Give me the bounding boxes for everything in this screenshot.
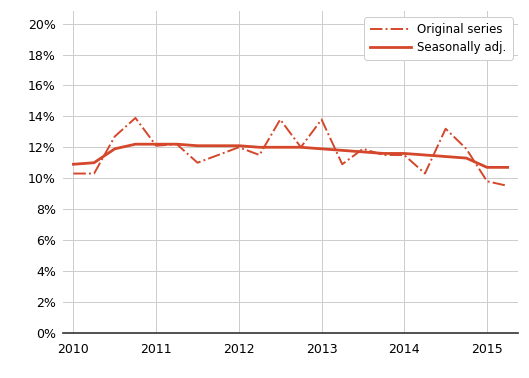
Seasonally adj. [339, 148, 345, 153]
Original series [318, 117, 325, 122]
Original series [174, 142, 180, 146]
Original series [484, 179, 490, 184]
Seasonally adj. [484, 165, 490, 170]
Seasonally adj. [153, 142, 159, 146]
Seasonally adj. [401, 151, 407, 156]
Original series [463, 147, 469, 151]
Original series [401, 153, 407, 157]
Original series [339, 162, 345, 167]
Original series [360, 147, 366, 151]
Seasonally adj. [112, 147, 118, 151]
Seasonally adj. [422, 153, 428, 157]
Seasonally adj. [91, 160, 97, 165]
Seasonally adj. [380, 151, 387, 156]
Original series [505, 184, 511, 188]
Seasonally adj. [257, 145, 263, 150]
Line: Original series: Original series [74, 118, 508, 186]
Seasonally adj. [277, 145, 284, 150]
Original series [132, 116, 139, 120]
Seasonally adj. [360, 150, 366, 154]
Seasonally adj. [318, 147, 325, 151]
Original series [298, 145, 304, 150]
Original series [235, 145, 242, 150]
Original series [422, 171, 428, 176]
Legend: Original series, Seasonally adj.: Original series, Seasonally adj. [364, 17, 513, 60]
Original series [442, 127, 449, 131]
Original series [91, 171, 97, 176]
Original series [112, 134, 118, 139]
Seasonally adj. [70, 162, 77, 167]
Seasonally adj. [235, 144, 242, 148]
Seasonally adj. [194, 144, 200, 148]
Seasonally adj. [174, 142, 180, 146]
Seasonally adj. [442, 154, 449, 159]
Line: Seasonally adj.: Seasonally adj. [74, 144, 508, 167]
Original series [257, 153, 263, 157]
Seasonally adj. [132, 142, 139, 146]
Original series [153, 144, 159, 148]
Original series [194, 160, 200, 165]
Seasonally adj. [505, 165, 511, 170]
Seasonally adj. [463, 156, 469, 160]
Seasonally adj. [298, 145, 304, 150]
Original series [380, 153, 387, 157]
Original series [215, 153, 221, 157]
Original series [70, 171, 77, 176]
Original series [277, 117, 284, 122]
Seasonally adj. [215, 144, 221, 148]
